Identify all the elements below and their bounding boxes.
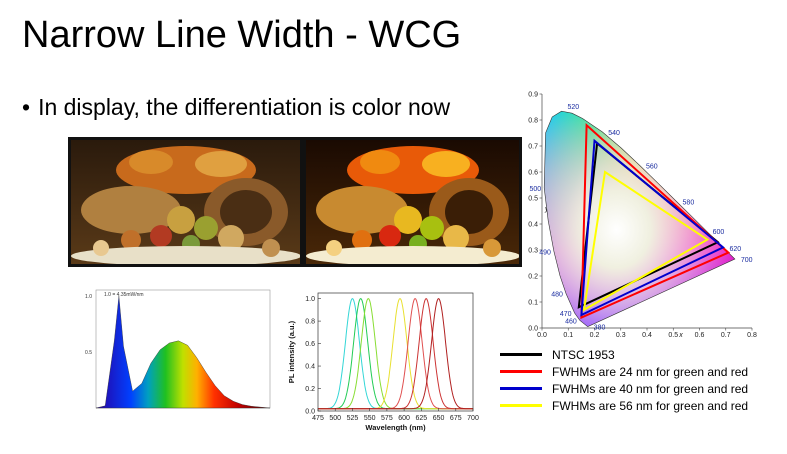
pl-y-tick-label: 0.8: [305, 319, 315, 326]
cie-y-tick-label: 0.6: [528, 170, 538, 177]
pl-plot-frame: [317, 292, 474, 412]
cie-x-tick-label: 0.8: [747, 332, 757, 339]
legend-swatch-fwhm40: [500, 387, 542, 390]
cie-x-tick-label: 0.2: [590, 332, 600, 339]
cie-x-axis-label: x: [678, 332, 683, 339]
bullet-text: In display, the differentiation is color…: [38, 94, 451, 120]
legend-entry-fwhm56: FWHMs are 56 nm for green and red: [500, 397, 748, 414]
cie-y-tick-label: 0.1: [528, 300, 538, 307]
bullet-point: • In display, the differentiation is colo…: [22, 94, 450, 121]
pl-x-tick-label: 575: [381, 415, 393, 422]
cie-y-tick-label: 0.5: [528, 196, 538, 203]
cie-x-tick-label: 0.7: [721, 332, 731, 339]
cie-wavelength-label-540: 540: [608, 130, 620, 137]
pl-x-axis-label: Wavelength (nm): [365, 423, 426, 432]
bullet-dot-icon: •: [22, 94, 31, 120]
pl-x-tick-label: 600: [398, 415, 410, 422]
fruit-cornucopia-vivid-image: [306, 140, 519, 264]
cie-wavelength-label-520: 520: [568, 104, 580, 111]
legend-swatch-ntsc: [500, 353, 542, 356]
pl-y-tick-label: 1.0: [305, 296, 315, 303]
cie-y-tick-label: 0.4: [528, 222, 538, 229]
gamut-triangle-fwhm40: [580, 138, 725, 317]
cie-y-tick-label: 0.8: [528, 118, 538, 125]
cie-y-axis-label: y: [544, 206, 549, 213]
slide-title: Narrow Line Width - WCG: [22, 14, 462, 56]
cie-wavelength-label-700: 700: [741, 257, 753, 264]
fruit-cornucopia-image: [71, 140, 300, 264]
pl-x-tick-label: 625: [415, 415, 427, 422]
pl-x-tick-label: 700: [467, 415, 479, 422]
legend-label-fwhm24: FWHMs are 24 nm for green and red: [552, 364, 749, 379]
legend-entry-fwhm40: FWHMs are 40 nm for green and red: [500, 380, 748, 397]
legend-label-ntsc: NTSC 1953: [552, 347, 615, 362]
pl-x-tick-label: 475: [312, 415, 324, 422]
photo-standard-gamut: [68, 137, 303, 267]
cie-x-tick-label: 0.6: [695, 332, 705, 339]
cie-wavelength-label-380: 380: [594, 325, 606, 332]
cie-y-tick-label: 0.3: [528, 248, 538, 255]
cie-x-tick-label: 0.3: [616, 332, 626, 339]
cie-x-tick-label: 0.1: [563, 332, 573, 339]
pl-x-tick-label: 550: [364, 415, 376, 422]
led-y-tick-label: 0.5: [85, 350, 92, 356]
pl-spectra-chart: 475 500 525 550 575 600 625 650 675 700 0.0 0.2 0.4 0…: [287, 292, 479, 432]
cie-wavelength-label-580: 580: [683, 199, 695, 206]
led-spectrum-area: [95, 295, 271, 409]
led-spectrum-chart: 1.0 0.5 1.0 = 4.35mW/nm: [85, 289, 271, 409]
pl-y-tick-label: 0.6: [305, 341, 315, 348]
legend-swatch-fwhm24: [500, 370, 542, 373]
cie-spectral-locus: [543, 110, 736, 328]
pl-x-tick-label: 650: [433, 415, 445, 422]
cie-wavelength-label-470: 470: [560, 311, 572, 318]
photo-wide-color-gamut: [303, 137, 522, 267]
legend-entry-fwhm24: FWHMs are 24 nm for green and red: [500, 363, 748, 380]
legend-label-fwhm40: FWHMs are 40 nm for green and red: [552, 381, 749, 396]
cie-wavelength-label-620: 620: [730, 246, 742, 253]
legend-entry-ntsc: NTSC 1953: [500, 346, 748, 363]
pl-y-axis-label: PL intensity (a.u.): [287, 320, 296, 383]
led-y-tick-label: 1.0: [85, 294, 92, 300]
cie-y-tick-label: 0.7: [528, 144, 538, 151]
legend-label-fwhm56: FWHMs are 56 nm for green and red: [552, 398, 749, 413]
cie-wavelength-label-480: 480: [551, 291, 563, 298]
led-annotation: 1.0 = 4.35mW/nm: [104, 292, 144, 298]
pl-x-tick-label: 675: [450, 415, 462, 422]
cie-x-tick-label: 0.5: [668, 332, 678, 339]
pl-y-tick-label: 0.2: [305, 386, 315, 393]
cie-chromaticity-chart: 0.0 0.1 0.2 0.3 0.4 0.5 0.6 0.7 0.8 0.0 0.1 0.2 0.3 0…: [528, 92, 757, 340]
legend-swatch-fwhm56: [500, 404, 542, 407]
cie-wavelength-label-560: 560: [646, 164, 658, 171]
pl-x-tick-label: 525: [347, 415, 359, 422]
cie-y-tick-label: 0.2: [528, 274, 538, 281]
gamut-legend: NTSC 1953 FWHMs are 24 nm for green and …: [500, 346, 748, 414]
cie-x-tick-label: 0.0: [537, 332, 547, 339]
cie-wavelength-label-600: 600: [713, 229, 725, 236]
gamut-triangle-fwhm24: [580, 123, 731, 320]
cie-wavelength-label-460: 460: [565, 318, 577, 325]
pl-y-tick-label: 0.4: [305, 364, 315, 371]
cie-x-tick-label: 0.4: [642, 332, 652, 339]
pl-y-tick-label: 0.0: [305, 409, 315, 416]
cie-wavelength-label-490: 490: [539, 249, 551, 256]
cie-wavelength-label-500: 500: [529, 186, 541, 193]
cie-y-tick-label: 0.0: [528, 326, 538, 333]
cie-y-tick-label: 0.9: [528, 92, 538, 99]
pl-x-tick-label: 500: [329, 415, 341, 422]
gamut-triangle-fwhm56: [582, 170, 710, 312]
pl-series-line-7: [318, 297, 473, 410]
